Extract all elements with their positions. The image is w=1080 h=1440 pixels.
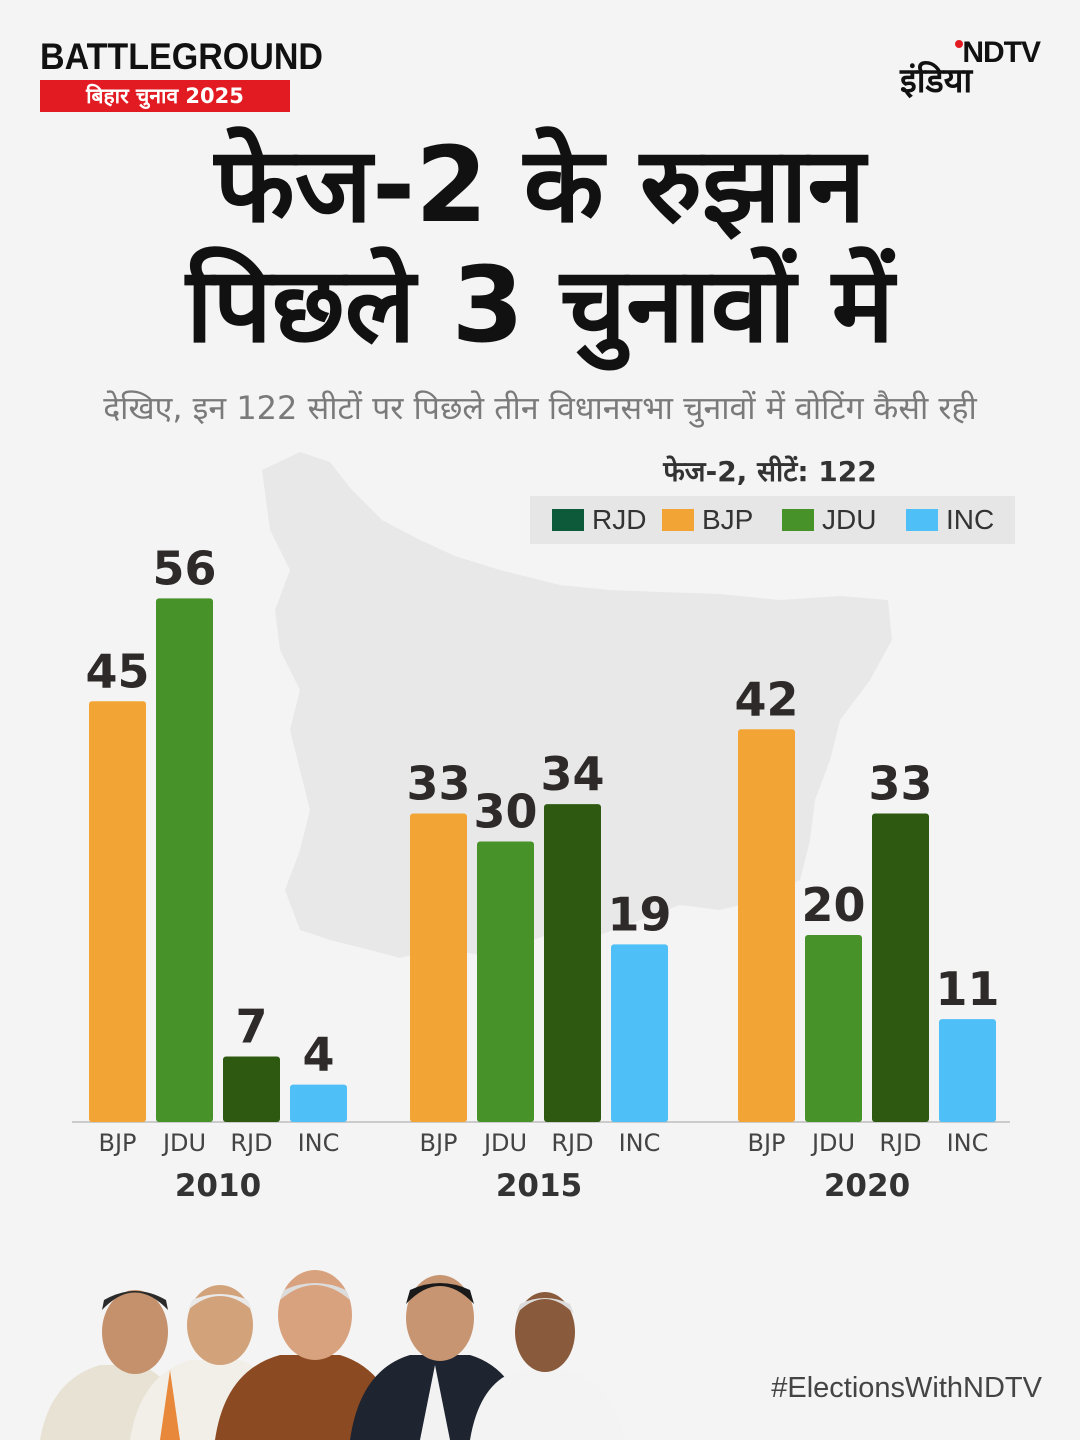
battleground-logo: BATTLEGROUND: [40, 36, 324, 77]
bar-2020-rjd: [872, 813, 929, 1122]
legend-label-bjp: BJP: [702, 504, 754, 535]
bar-2010-bjp: [89, 701, 146, 1122]
tick-label-2015-jdu: JDU: [482, 1129, 527, 1157]
tick-label-2015-bjp: BJP: [419, 1129, 457, 1157]
bar-2015-bjp: [410, 813, 467, 1122]
tick-label-2020-bjp: BJP: [747, 1129, 785, 1157]
tick-label-2010-rjd: RJD: [230, 1129, 272, 1157]
india-logo-text: इंडिया: [900, 61, 973, 101]
phase-seats-label: फेज-2, सीटें: 122: [663, 455, 877, 488]
legend-item-jdu: JDU: [782, 496, 876, 544]
bar-2015-rjd: [544, 804, 601, 1122]
legend-item-rjd: RJD: [552, 496, 646, 544]
ndtv-red-dot: [955, 40, 963, 48]
legend-item-bjp: BJP: [662, 496, 753, 544]
data-label-2015-rjd: 34: [540, 747, 604, 801]
year-label-2015: 2015: [496, 1168, 582, 1204]
ndtv-logo-text: NDTV: [962, 36, 1041, 69]
tick-label-2010-inc: INC: [298, 1129, 340, 1157]
bar-chart: 45 BJP 56 JDU 7 RJD 4 INC 2010 33 BJP 30 JDU 34 RJD 19 I…: [72, 541, 1010, 1204]
data-label-2020-inc: 11: [935, 962, 999, 1016]
bar-2010-rjd: [223, 1056, 280, 1122]
bar-2020-jdu: [805, 935, 862, 1122]
data-label-2010-bjp: 45: [85, 644, 149, 698]
page-title-line2: पिछले 3 चुनावों में: [185, 244, 895, 366]
legend-swatch-jdu: [782, 509, 814, 531]
bar-2010-inc: [290, 1084, 347, 1122]
year-label-2010: 2010: [175, 1168, 261, 1204]
page-subtitle: देखिए, इन 122 सीटों पर पिछले तीन विधानसभ…: [103, 389, 977, 427]
bar-2020-bjp: [738, 729, 795, 1122]
tick-label-2015-inc: INC: [619, 1129, 661, 1157]
data-label-2020-rjd: 33: [868, 756, 932, 810]
leader-portrait-5: [470, 1292, 625, 1440]
ndtv-india-logo: NDTV इंडिया: [900, 36, 1041, 101]
page-title-line1: फेज-2 के रुझान: [214, 124, 866, 246]
legend-swatch-rjd: [552, 509, 584, 531]
legend-label-rjd: RJD: [592, 504, 647, 535]
bar-2015-inc: [611, 944, 668, 1122]
bar-2015-jdu: [477, 841, 534, 1122]
data-label-2010-inc: 4: [302, 1028, 334, 1082]
legend-label-inc: INC: [946, 504, 995, 535]
bar-2020-inc: [939, 1019, 996, 1122]
data-label-2010-rjd: 7: [235, 1000, 267, 1054]
tick-label-2010-jdu: JDU: [161, 1129, 206, 1157]
legend-item-inc: INC: [906, 496, 994, 544]
legend-swatch-bjp: [662, 509, 694, 531]
tick-label-2015-rjd: RJD: [551, 1129, 593, 1157]
legend-swatch-inc: [906, 509, 938, 531]
party-leaders-photo: [40, 1270, 625, 1440]
bar-2010-jdu: [156, 598, 213, 1122]
chart-legend: RJD BJP JDU INC: [530, 496, 1015, 544]
legend-label-jdu: JDU: [822, 504, 877, 535]
bihar-election-badge: बिहार चुनाव 2025: [40, 80, 290, 112]
data-label-2015-bjp: 33: [406, 756, 470, 810]
tick-label-2020-inc: INC: [947, 1129, 989, 1157]
year-label-2020: 2020: [824, 1168, 910, 1204]
tick-label-2020-jdu: JDU: [810, 1129, 855, 1157]
tick-label-2010-bjp: BJP: [98, 1129, 136, 1157]
data-label-2020-bjp: 42: [734, 672, 798, 726]
hashtag: #ElectionsWithNDTV: [771, 1372, 1042, 1404]
tick-label-2020-rjd: RJD: [879, 1129, 921, 1157]
data-label-2015-inc: 19: [607, 887, 671, 941]
data-label-2010-jdu: 56: [152, 541, 216, 595]
data-label-2015-jdu: 30: [473, 785, 537, 839]
data-label-2020-jdu: 20: [801, 878, 865, 932]
